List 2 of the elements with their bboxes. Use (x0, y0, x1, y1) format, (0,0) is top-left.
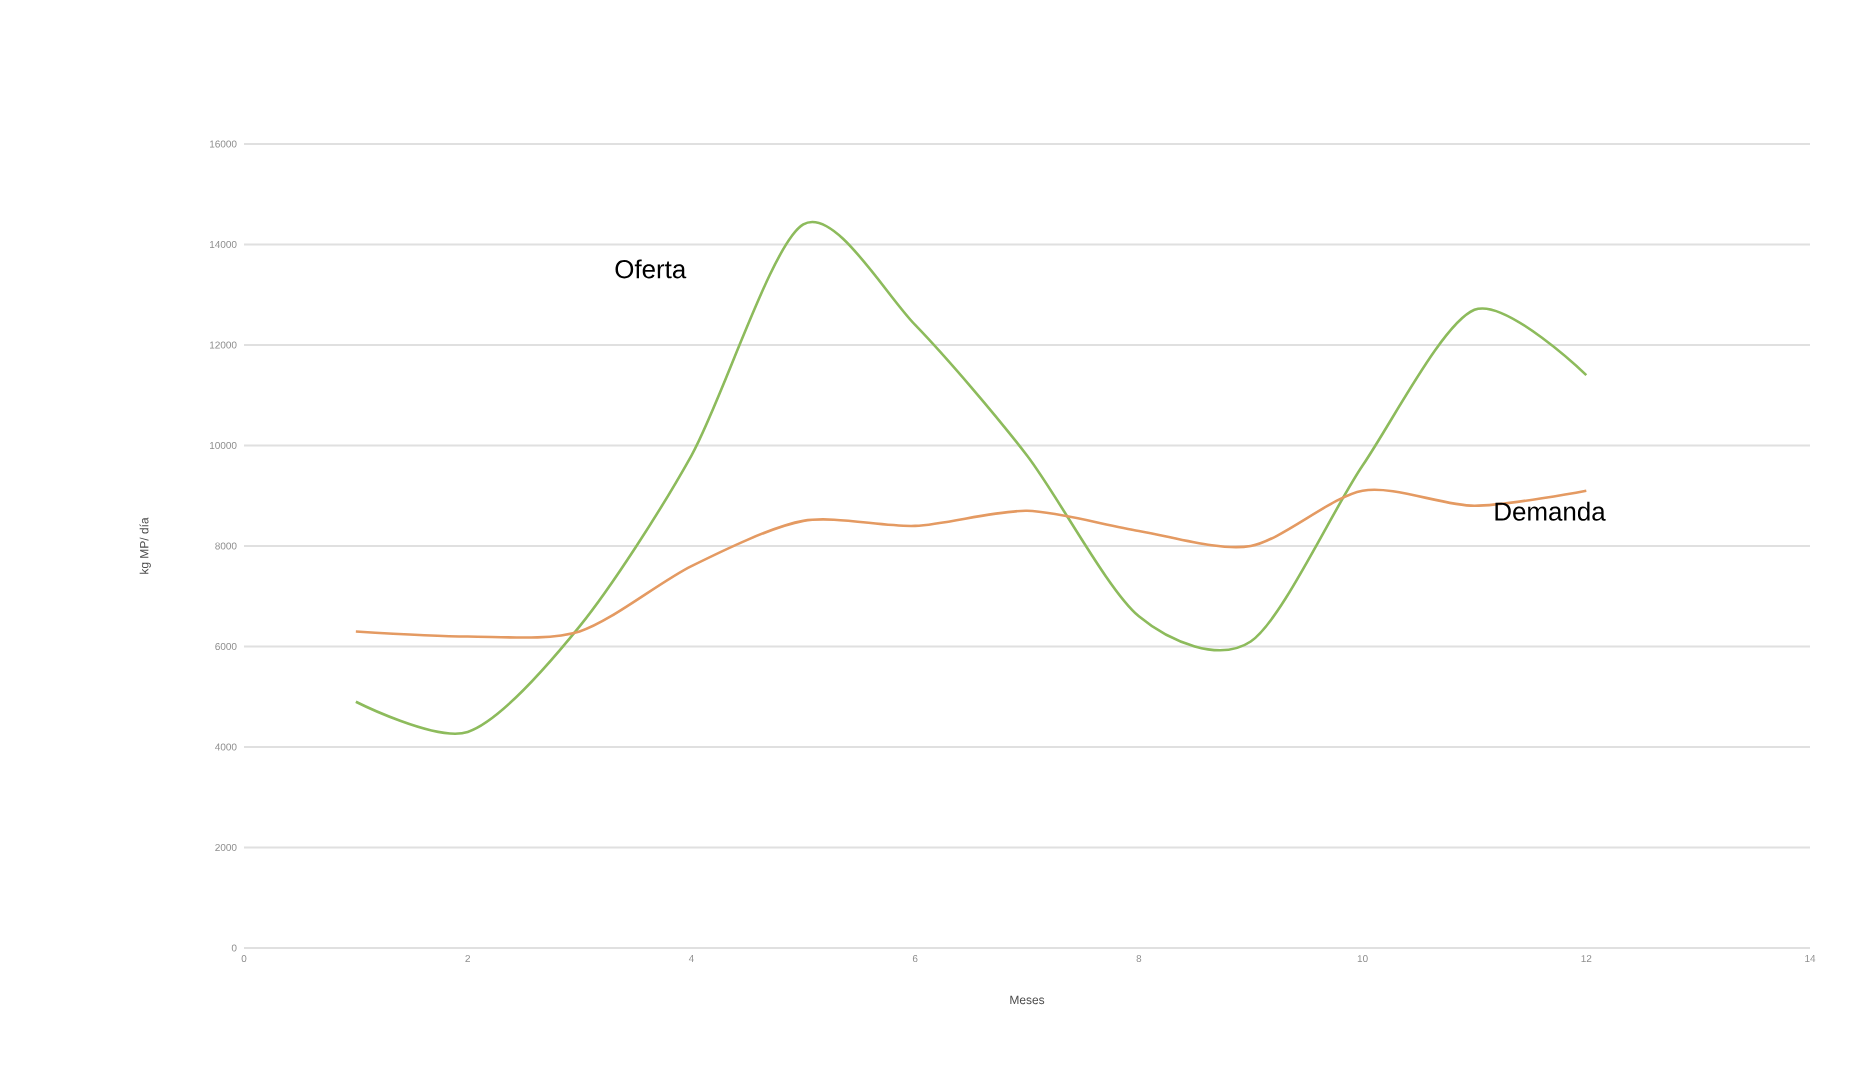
text: Oferta (615, 259, 687, 279)
series-label: Demanda (1495, 501, 1606, 521)
